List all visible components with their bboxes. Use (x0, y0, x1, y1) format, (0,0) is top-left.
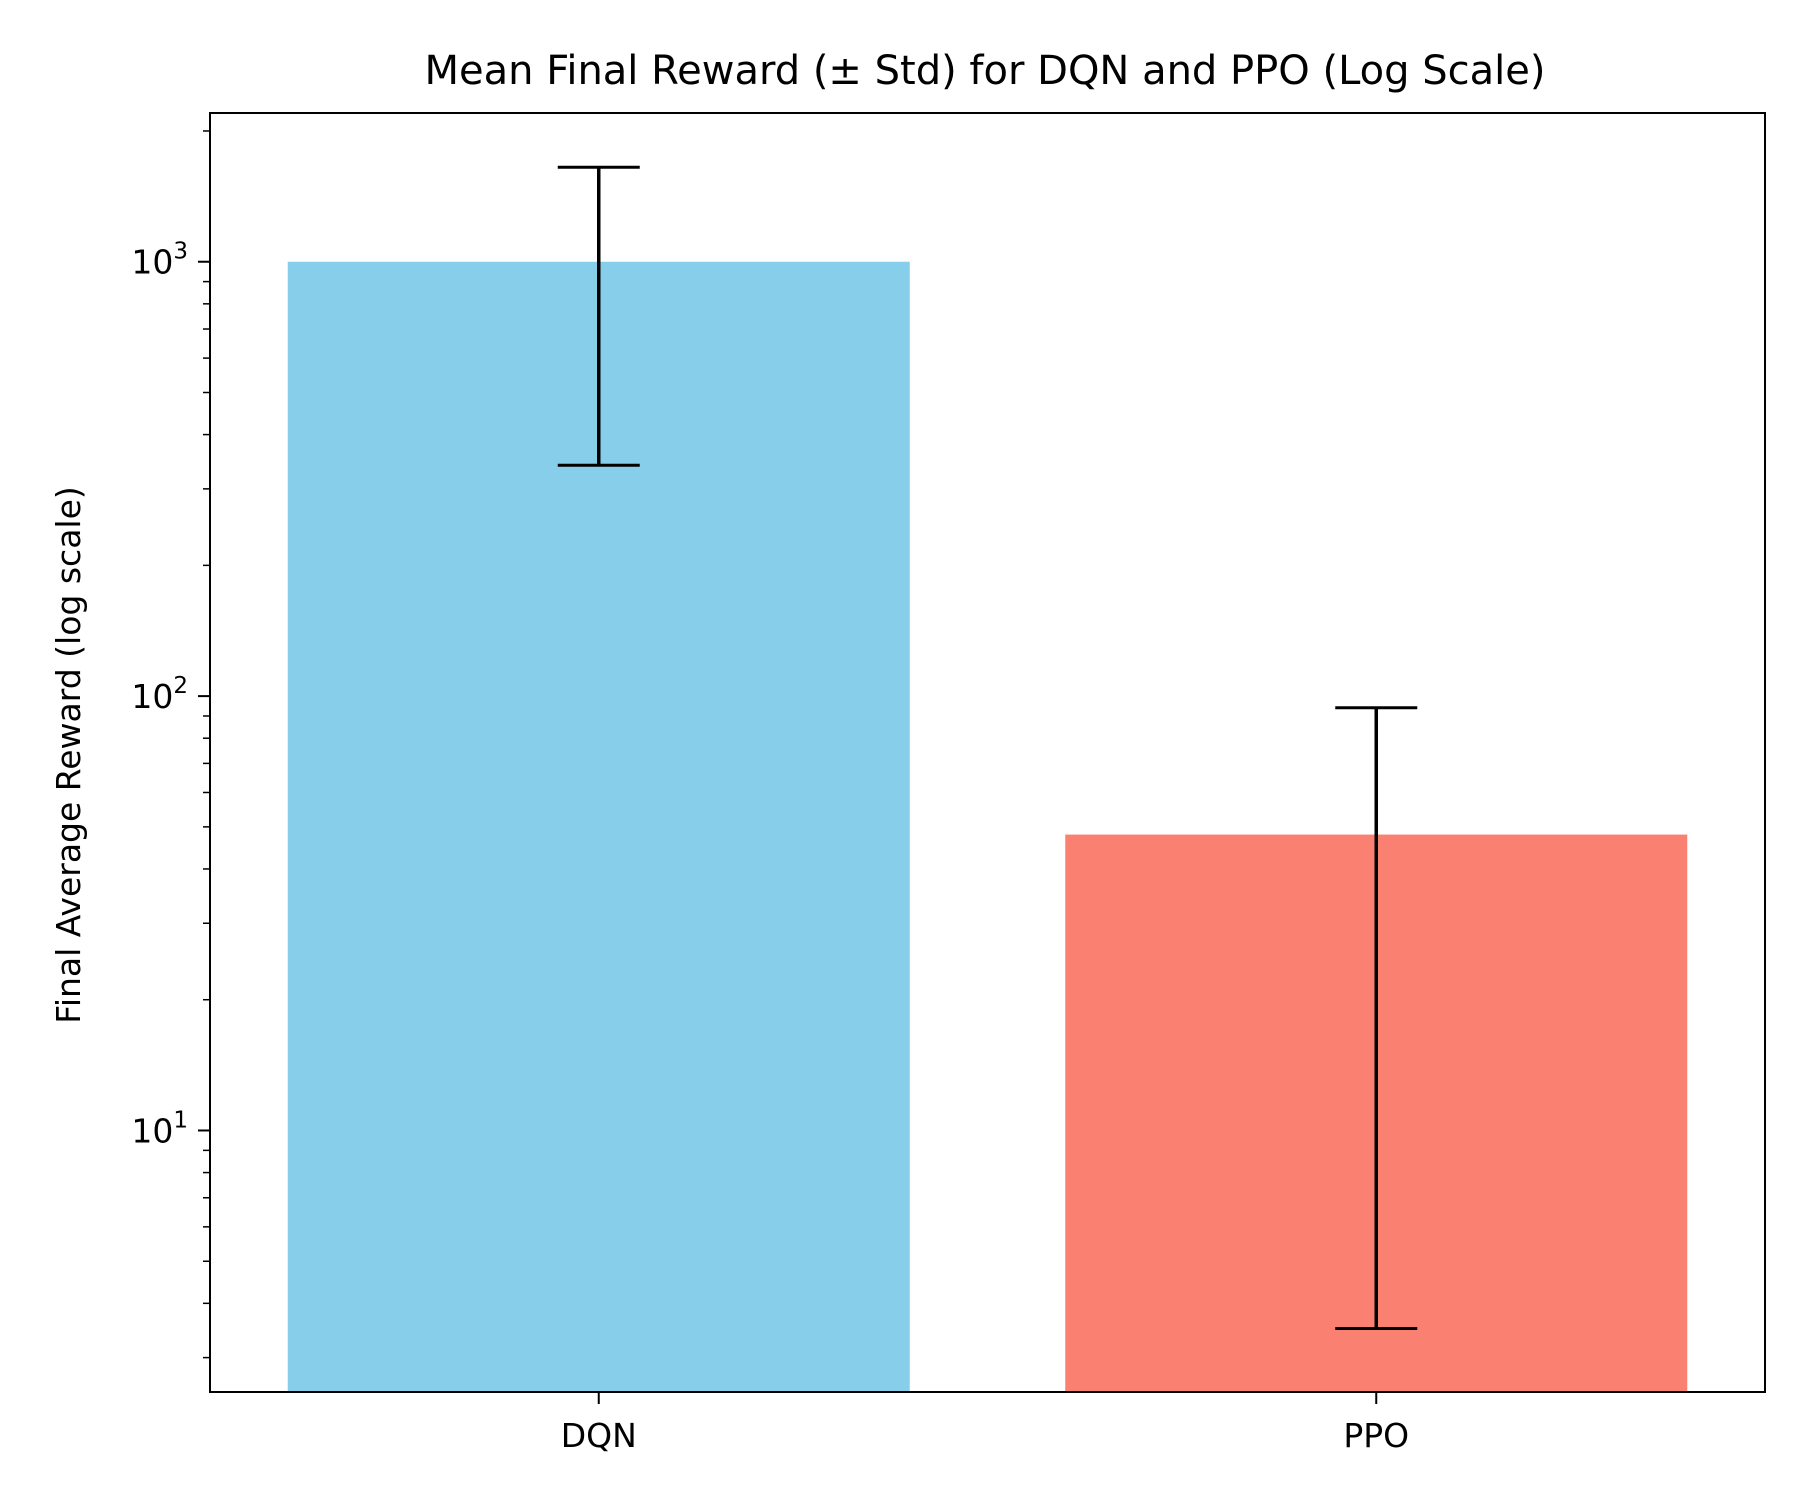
x-tick-label-ppo: PPO (1343, 1416, 1409, 1455)
error-bar-dqn (557, 165, 640, 467)
chart-title: Mean Final Reward (± Std) for DQN and PP… (425, 48, 1546, 94)
y-tick-label: 102 (131, 673, 188, 716)
axes-frame (209, 112, 1766, 1393)
y-tick-label: 101 (131, 1107, 188, 1150)
error-bar-ppo (1335, 706, 1418, 1331)
x-tick-label-dqn: DQN (561, 1416, 637, 1455)
y-tick-label: 103 (131, 239, 188, 282)
plot-area: 101 102 103 DQN PPO (131, 112, 1766, 1455)
y-axis-label: Final Average Reward (log scale) (49, 486, 88, 1024)
